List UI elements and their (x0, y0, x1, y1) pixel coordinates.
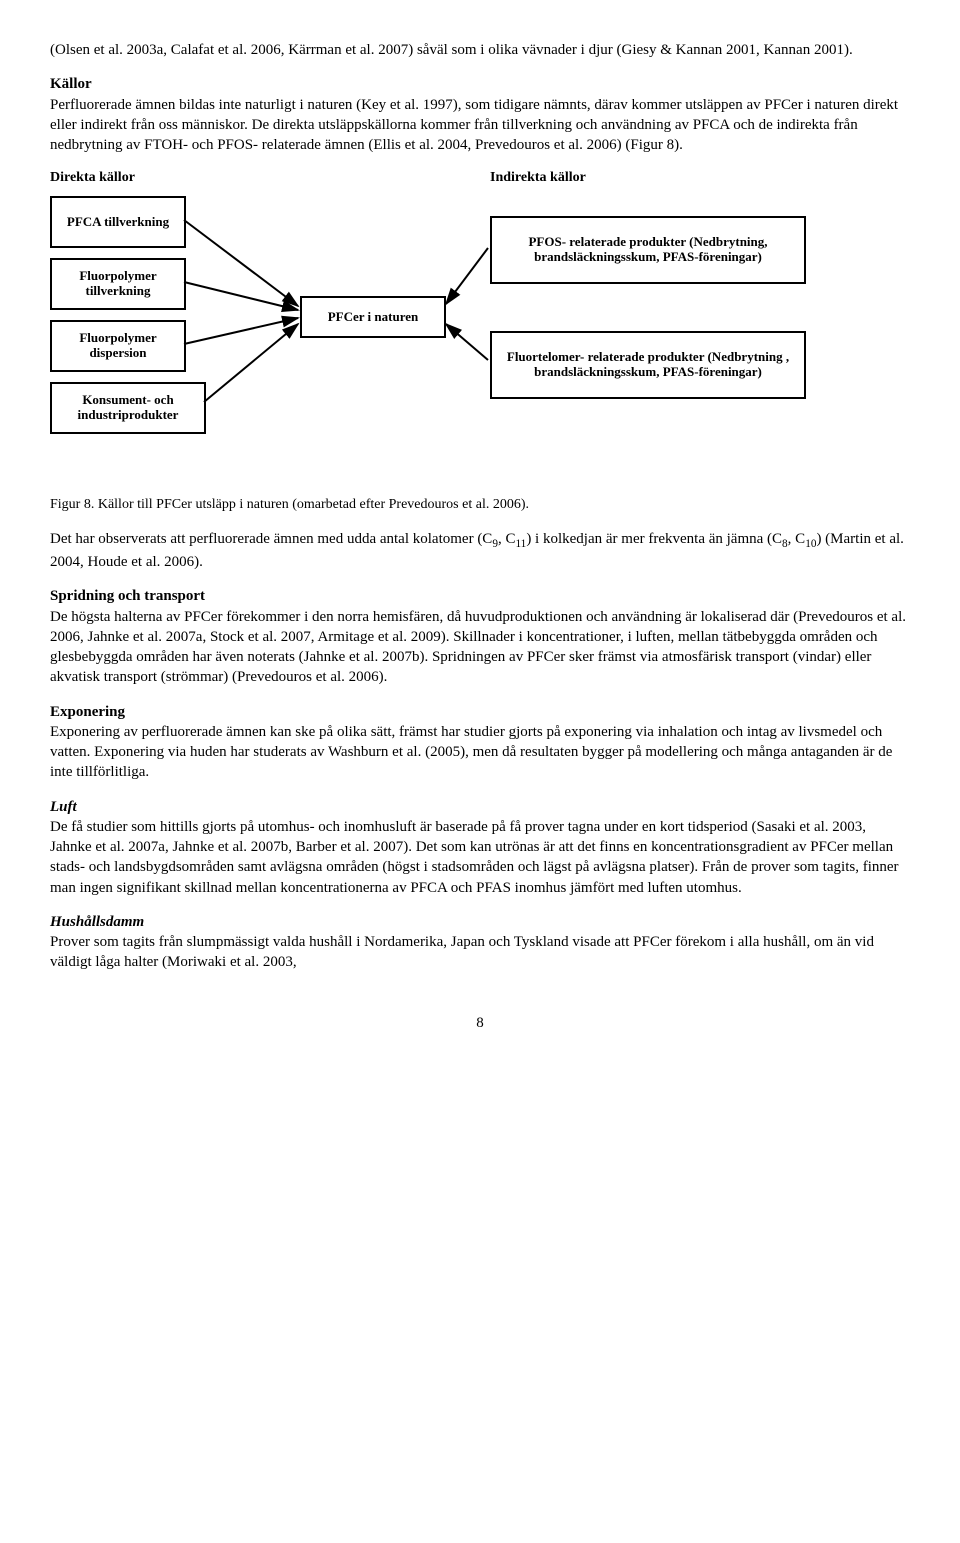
diagram-left-column-label: Direkta källor (50, 169, 270, 188)
diagram-arrows (50, 196, 850, 456)
para-kallor-body: Perfluorerade ämnen bildas inte naturlig… (50, 97, 898, 154)
heading-spridning: Spridning och transport (50, 588, 205, 604)
heading-luft: Luft (50, 799, 77, 815)
section-hushallsdamm: Hushållsdamm Prover som tagits från slum… (50, 912, 910, 973)
para-spridning-body: De högsta halterna av PFCer förekommer i… (50, 609, 906, 686)
heading-exponering: Exponering (50, 704, 125, 720)
section-spridning: Spridning och transport De högsta halter… (50, 586, 910, 687)
para-hushallsdamm-body: Prover som tagits från slumpmässigt vald… (50, 934, 874, 970)
para-odd-carbon: Det har observerats att perfluorerade äm… (50, 529, 910, 572)
para-exponering-body: Exponering av perfluorerade ämnen kan sk… (50, 724, 892, 781)
section-luft: Luft De få studier som hittills gjorts p… (50, 797, 910, 898)
figure-8-diagram: Direkta källor Indirekta källor PFCA til… (50, 169, 910, 486)
section-kallor: Källor Perfluorerade ämnen bildas inte n… (50, 74, 910, 155)
heading-kallor: Källor (50, 76, 92, 92)
diagram-right-column-label: Indirekta källor (490, 169, 586, 188)
para-luft-body: De få studier som hittills gjorts på uto… (50, 819, 899, 896)
heading-hushallsdamm: Hushållsdamm (50, 914, 144, 930)
figure-8-caption: Figur 8. Källor till PFCer utsläpp i nat… (50, 496, 910, 515)
section-exponering: Exponering Exponering av perfluorerade ä… (50, 702, 910, 783)
paragraph-intro: (Olsen et al. 2003a, Calafat et al. 2006… (50, 40, 910, 60)
page-number: 8 (50, 1013, 910, 1033)
